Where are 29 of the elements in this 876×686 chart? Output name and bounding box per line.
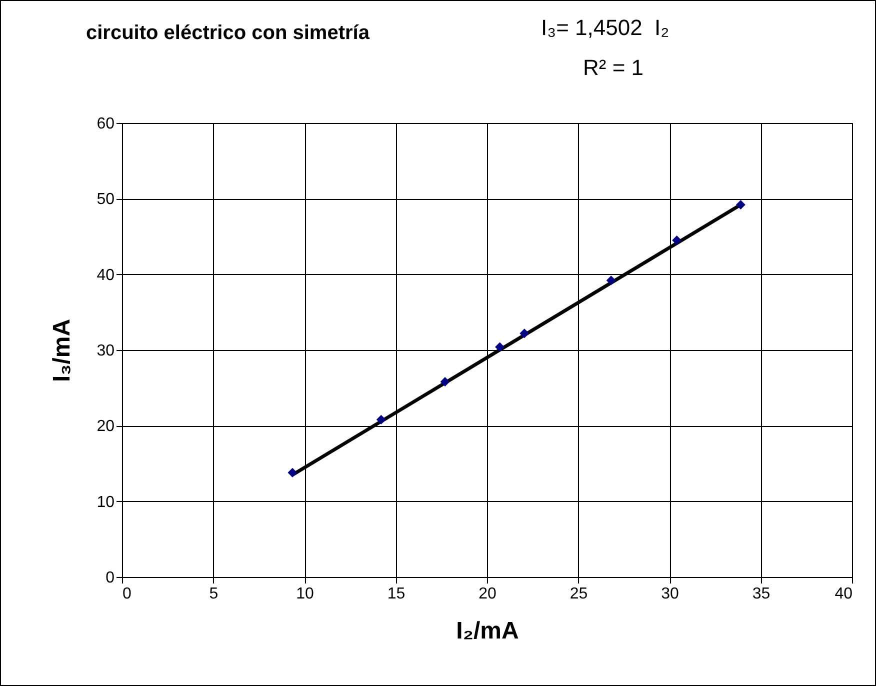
point — [495, 342, 505, 352]
point — [672, 236, 682, 246]
y-tick-label: 20 — [96, 418, 115, 436]
point — [376, 414, 386, 424]
x-tick-label: 40 — [834, 586, 853, 602]
y-tick-label: 30 — [96, 342, 115, 360]
y-axis-title: I₃/mA — [48, 318, 76, 382]
point — [736, 200, 746, 210]
x-tick-label: 35 — [752, 586, 770, 602]
y-tick-label: 40 — [96, 266, 115, 284]
x-tick-label: 15 — [387, 586, 406, 602]
y-tick-label: 60 — [96, 116, 115, 132]
x-axis-title: I₂/mA — [456, 618, 519, 644]
point — [440, 377, 450, 387]
text: I₃= 1,4502 I₂ — [541, 15, 670, 41]
y-tick-label: 10 — [96, 494, 115, 511]
x-tick-label: 0 — [122, 586, 132, 602]
x-tick-label: 20 — [478, 586, 496, 602]
chart-title: circuito eléctrico con simetría — [86, 22, 370, 44]
x-tick-label: 5 — [209, 586, 218, 602]
point — [606, 276, 616, 286]
y-tick-label: 50 — [96, 191, 115, 208]
x-tick-label: 10 — [296, 586, 314, 602]
x-tick-label: 30 — [661, 586, 679, 602]
x-tick-label: 25 — [570, 586, 588, 602]
y-tick-label: 0 — [106, 570, 115, 586]
point — [520, 328, 530, 338]
text: R² = 1 — [583, 55, 644, 81]
point — [288, 468, 298, 478]
